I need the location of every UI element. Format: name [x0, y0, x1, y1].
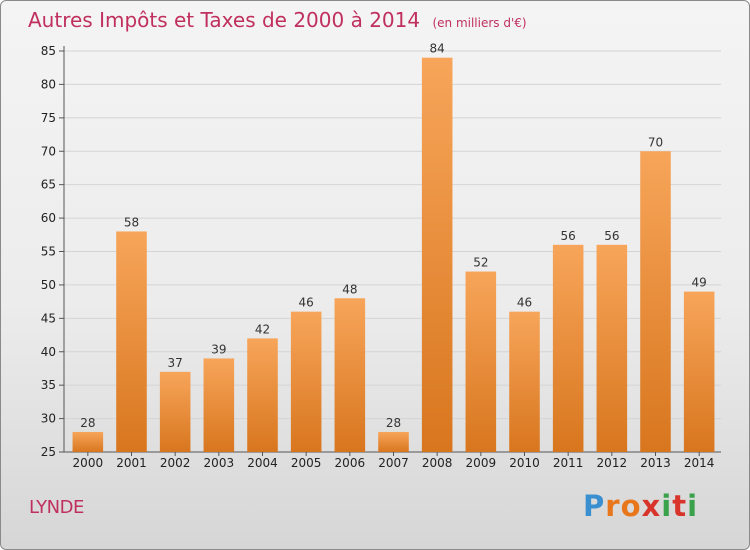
- bar-value-label: 28: [386, 416, 401, 430]
- bar-2007: [378, 431, 409, 452]
- bar-2010: [509, 311, 540, 452]
- bar-2014: [683, 291, 715, 452]
- proxiti-logo-letter: x: [641, 489, 662, 523]
- bar-2006: [334, 298, 366, 452]
- proxiti-logo-letter: o: [620, 489, 642, 523]
- x-tick-label: 2002: [160, 456, 191, 470]
- bar-2012: [596, 244, 628, 452]
- proxiti-logo-letter: i: [661, 489, 673, 523]
- bar-2001: [116, 231, 147, 452]
- bar-2003: [203, 358, 235, 452]
- axes: 25 30 35 40 45 50 55 60 65 70 75 80 85 2000 2001 2002 20…: [41, 44, 721, 470]
- x-tick-label: 2005: [291, 456, 322, 470]
- y-tick-label: 35: [41, 378, 56, 392]
- x-tick-label: 2012: [597, 456, 628, 470]
- y-tick-label: 40: [41, 345, 56, 359]
- bar-value-label: 39: [211, 342, 226, 356]
- proxiti-logo: Proxiti: [583, 489, 698, 523]
- y-tick-label: 85: [41, 44, 56, 58]
- data-labels: 28 58 37 39 42 46 48 28 84 52 46 56 56 70 49: [80, 42, 707, 430]
- x-tick-label: 2009: [466, 456, 497, 470]
- x-tick-label: 2013: [640, 456, 671, 470]
- bar-2002: [159, 371, 191, 452]
- y-tick-label: 45: [41, 311, 56, 325]
- chart-subtitle: (en milliers d'€): [432, 16, 527, 30]
- x-tick-label: 2007: [378, 456, 409, 470]
- bar-value-label: 46: [517, 296, 532, 310]
- y-tick-label: 30: [41, 412, 56, 426]
- x-tick-label: 2008: [422, 456, 453, 470]
- bar-value-label: 28: [80, 416, 95, 430]
- bar-value-label: 48: [342, 282, 357, 296]
- x-tick-label: 2006: [335, 456, 366, 470]
- bar-2000: [72, 431, 104, 452]
- bar-value-label: 58: [124, 215, 139, 229]
- y-tick-label: 75: [41, 111, 56, 125]
- bar-2008: [421, 57, 453, 452]
- bar-value-label: 52: [473, 256, 488, 270]
- bar-2004: [247, 338, 278, 452]
- bar-value-label: 49: [692, 276, 707, 290]
- bar-value-label: 42: [255, 322, 270, 336]
- y-tick-label: 80: [41, 77, 56, 91]
- x-tick-label: 2001: [116, 456, 147, 470]
- bar-value-label: 84: [430, 42, 445, 56]
- y-tick-label: 60: [41, 211, 56, 225]
- bar-2009: [465, 271, 497, 452]
- bar-value-label: 56: [561, 229, 576, 243]
- y-tick-label: 70: [41, 144, 56, 158]
- bar-value-label: 37: [168, 356, 183, 370]
- y-tick-label: 50: [41, 278, 56, 292]
- y-tick-label: 55: [41, 245, 56, 259]
- x-tick-label: 2000: [73, 456, 104, 470]
- bar-value-label: 56: [604, 229, 619, 243]
- bar-2011: [552, 244, 584, 452]
- bar-2013: [640, 151, 671, 452]
- proxiti-logo-letter: i: [687, 489, 699, 523]
- x-tick-label: 2004: [247, 456, 278, 470]
- bar-value-label: 46: [299, 296, 314, 310]
- x-tick-label: 2003: [204, 456, 235, 470]
- proxiti-logo-letter: P: [583, 489, 606, 523]
- proxiti-logo-letter: t: [672, 489, 688, 523]
- y-tick-label: 65: [41, 178, 56, 192]
- commune-name: LYNDE: [29, 497, 84, 518]
- chart-title: Autres Impôts et Taxes de 2000 à 2014 (e…: [28, 8, 527, 32]
- chart-title-text: Autres Impôts et Taxes de 2000 à 2014: [28, 8, 421, 32]
- bars: [72, 57, 715, 452]
- x-tick-label: 2011: [553, 456, 584, 470]
- bar-value-label: 70: [648, 135, 663, 149]
- x-tick-label: 2010: [509, 456, 540, 470]
- proxiti-logo-letter: r: [605, 489, 621, 523]
- x-tick-label: 2014: [684, 456, 715, 470]
- y-tick-label: 25: [41, 445, 56, 459]
- bar-2005: [290, 311, 322, 452]
